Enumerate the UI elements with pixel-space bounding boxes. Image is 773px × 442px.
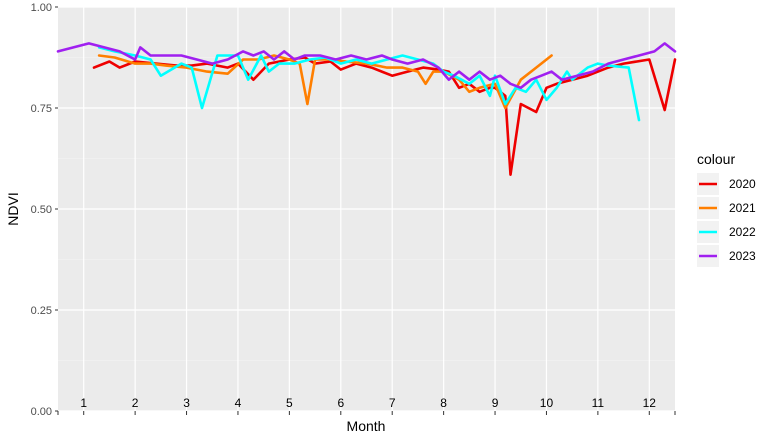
month-label: 12 bbox=[643, 396, 657, 410]
x-axis bbox=[57, 411, 676, 415]
legend-label: 2023 bbox=[729, 249, 756, 263]
month-labels: 1 2 3 4 5 6 7 8 9 10 11 12 bbox=[80, 396, 656, 410]
month-label: 10 bbox=[540, 396, 554, 410]
month-label: 5 bbox=[286, 396, 293, 410]
month-label: 11 bbox=[592, 396, 605, 410]
x-axis-title: Month bbox=[347, 418, 386, 434]
month-label: 6 bbox=[337, 396, 344, 410]
legend: colour 2020 2021 2022 2023 bbox=[697, 151, 756, 267]
grid-major bbox=[58, 6, 675, 412]
y-axis-title: NDVI bbox=[5, 192, 21, 225]
y-tick-label: 1.00 bbox=[31, 2, 52, 14]
y-tick-label: 0.75 bbox=[31, 103, 52, 115]
grid-minor bbox=[58, 57, 675, 361]
month-label: 3 bbox=[183, 396, 190, 410]
series-line-2022 bbox=[97, 46, 641, 122]
legend-label: 2022 bbox=[729, 225, 756, 239]
y-tick-label: 0.00 bbox=[31, 406, 52, 418]
month-label: 1 bbox=[80, 396, 87, 410]
y-tick-label: 0.25 bbox=[31, 305, 52, 317]
series-lines bbox=[56, 42, 677, 176]
legend-label: 2021 bbox=[729, 201, 756, 215]
month-label: 7 bbox=[389, 396, 396, 410]
legend-label: 2020 bbox=[729, 177, 756, 191]
month-label: 9 bbox=[492, 396, 499, 410]
month-label: 4 bbox=[235, 396, 242, 410]
legend-title: colour bbox=[697, 151, 735, 167]
y-axis: 0.00 0.25 0.50 0.75 1.00 bbox=[31, 2, 58, 418]
month-label: 8 bbox=[440, 396, 447, 410]
y-tick-label: 0.50 bbox=[31, 204, 52, 216]
series-line-2020 bbox=[92, 56, 677, 176]
month-label: 2 bbox=[132, 396, 139, 410]
series-line-2023 bbox=[56, 42, 677, 90]
